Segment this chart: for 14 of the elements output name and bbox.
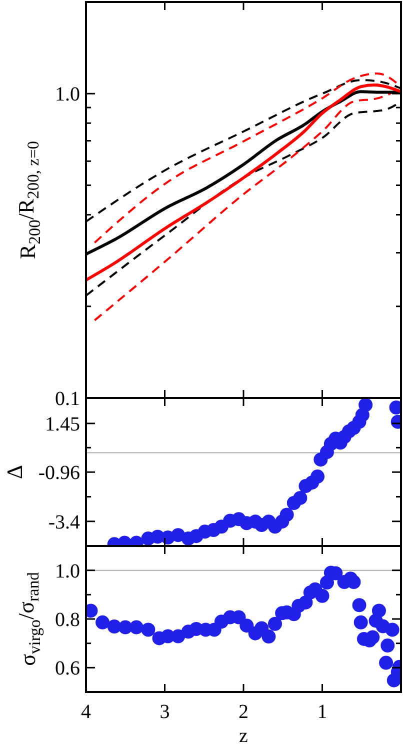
x-axis-title: z	[239, 725, 248, 746]
x-tick-label: 3	[160, 701, 170, 723]
y-tick-label: 1.45	[45, 413, 80, 436]
y-tick-label: 1.0	[55, 560, 80, 582]
y-axis-title: Δ	[2, 464, 27, 480]
y-tick-label: -0.96	[38, 462, 80, 484]
y-tick-label: 0.6	[55, 658, 80, 680]
y-tick-label: 0.1	[55, 388, 80, 410]
x-tick-label: 2	[238, 701, 248, 723]
y-tick-label: 0.8	[55, 609, 80, 631]
y-tick-label: -3.4	[48, 511, 80, 534]
x-tick-label: 1	[317, 701, 328, 723]
y-tick-label: 1.0	[55, 84, 80, 106]
x-tick-label: 4	[81, 701, 91, 723]
